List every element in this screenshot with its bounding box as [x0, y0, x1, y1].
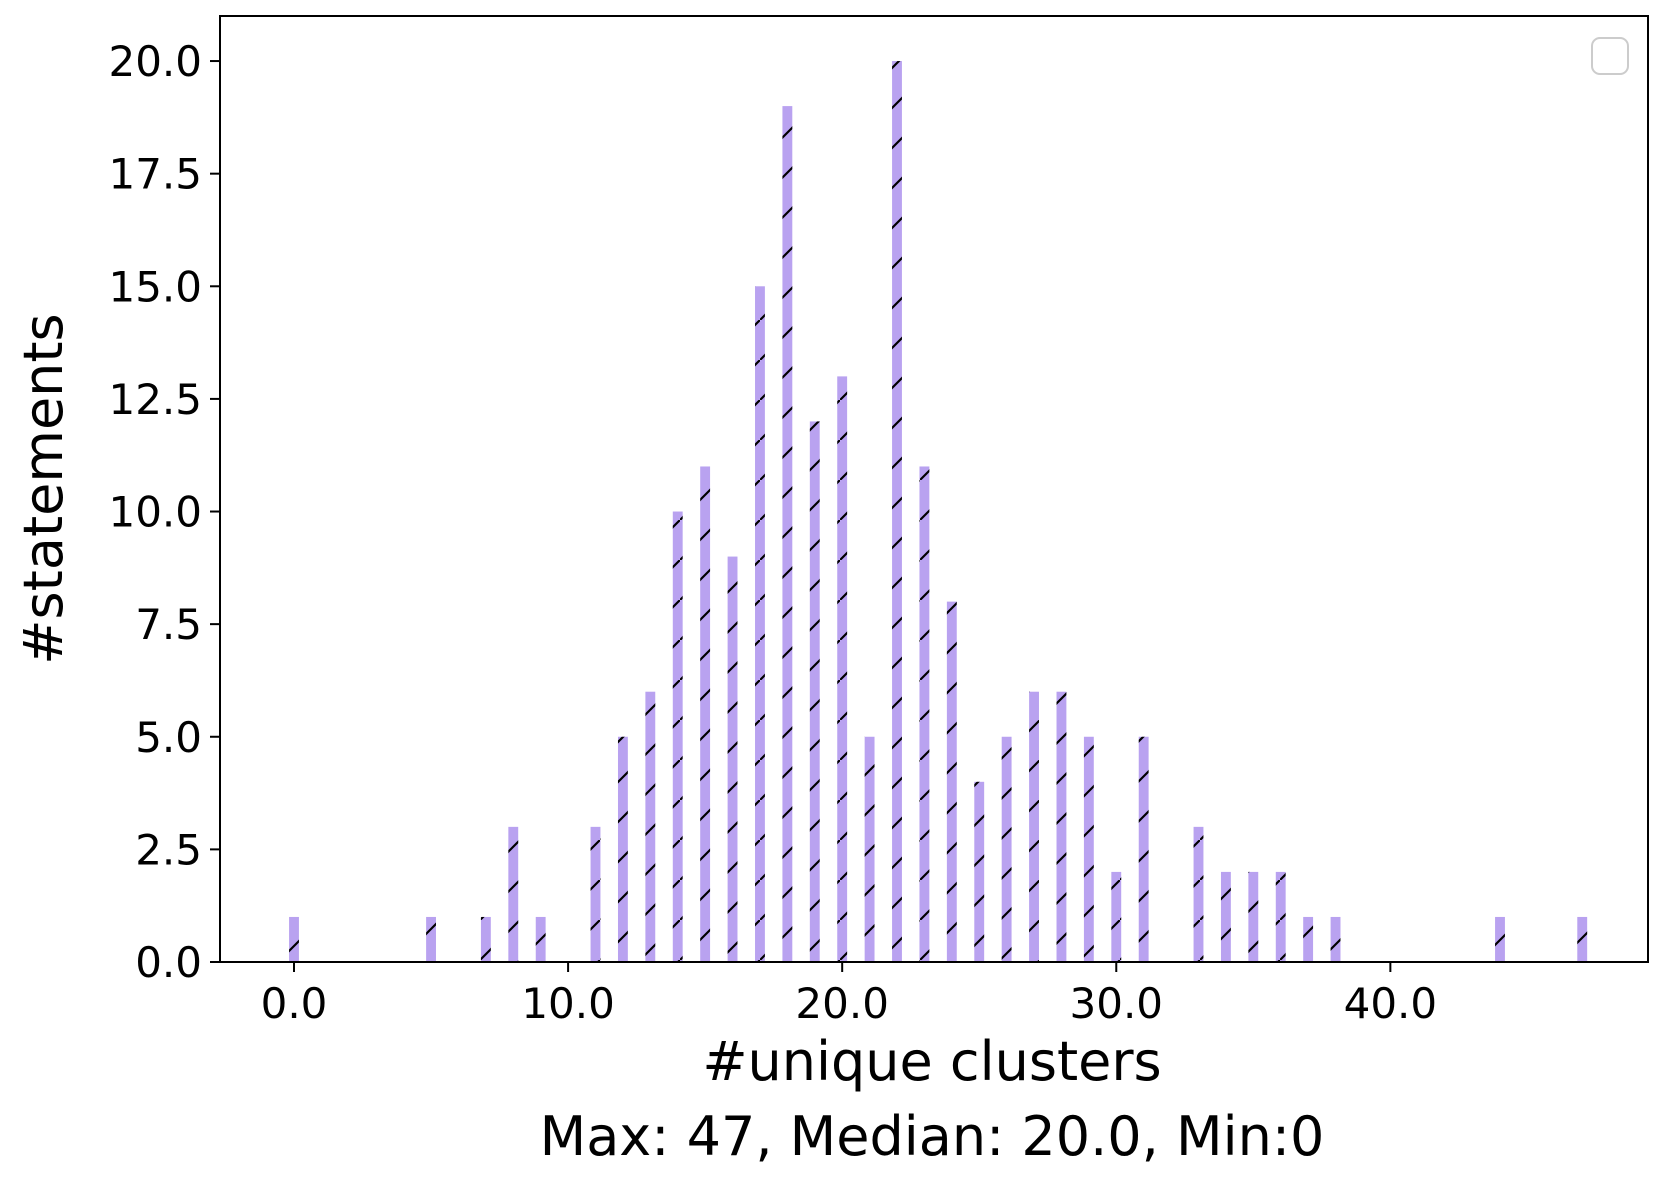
bar-hatch [809, 421, 820, 962]
y-tick-label: 5.0 [135, 713, 202, 762]
bar-hatch [535, 916, 546, 962]
bar-hatch [837, 376, 848, 962]
bar-hatch [1111, 871, 1122, 962]
bar-hatch [1220, 871, 1231, 962]
bar-hatch [782, 106, 793, 963]
bar-hatch [919, 466, 930, 962]
bar-hatch [508, 826, 519, 962]
bars-layer [289, 61, 1588, 963]
y-tick-label: 10.0 [108, 488, 202, 537]
bar-hatch [1330, 916, 1341, 962]
x-tick-label: 0.0 [261, 979, 328, 1028]
bar-hatch [1001, 736, 1012, 962]
bar-hatch [590, 826, 601, 962]
bar-hatch [645, 691, 656, 962]
y-tick-label: 15.0 [108, 262, 202, 311]
bar-hatch [1495, 916, 1505, 962]
bar-hatch [974, 781, 985, 962]
x-tick-label: 40.0 [1344, 979, 1438, 1028]
y-tick-label: 17.5 [108, 150, 202, 199]
y-tick-label: 12.5 [108, 375, 202, 424]
bar-hatch [1303, 916, 1314, 962]
bar-hatch [727, 556, 738, 962]
y-axis-title: #statements [12, 313, 75, 664]
bar-hatch [1083, 736, 1094, 962]
bar-hatch [1248, 871, 1259, 962]
y-tick-label: 2.5 [135, 825, 202, 874]
x-tick-label: 10.0 [521, 979, 615, 1028]
bar-hatch [480, 916, 491, 962]
bar-hatch [1029, 691, 1039, 962]
y-tick-label: 7.5 [135, 600, 202, 649]
bar-hatch [755, 286, 765, 962]
bar-hatch [892, 61, 902, 963]
x-tick-label: 30.0 [1070, 979, 1164, 1028]
ticks-layer: 0.0 10.0 20.0 30.0 40.0 0.0 2.5 5.0 7.5 10.0 12.5 1… [108, 37, 1437, 1028]
chart-subtitle: Max: 47, Median: 20.0, Min:0 [540, 1105, 1325, 1168]
y-tick-label: 0.0 [135, 938, 202, 987]
x-tick-label: 20.0 [795, 979, 889, 1028]
bar-hatch [946, 601, 957, 962]
bar-hatch [1138, 736, 1149, 962]
bar-hatch [672, 511, 683, 962]
x-axis-title: #unique clusters [702, 1030, 1161, 1093]
bar-hatch [1193, 826, 1204, 962]
bar-hatch [700, 466, 711, 962]
bar-hatch [289, 916, 299, 962]
bar-hatch [617, 736, 628, 962]
plot-frame [219, 15, 1649, 963]
bar-hatch [426, 916, 436, 962]
bar-hatch [1577, 916, 1588, 962]
bar-hatch [1056, 691, 1067, 962]
bar-hatch [864, 736, 875, 962]
bar-hatch [1275, 871, 1286, 962]
y-tick-label: 20.0 [108, 37, 202, 86]
legend-box [1591, 37, 1629, 75]
